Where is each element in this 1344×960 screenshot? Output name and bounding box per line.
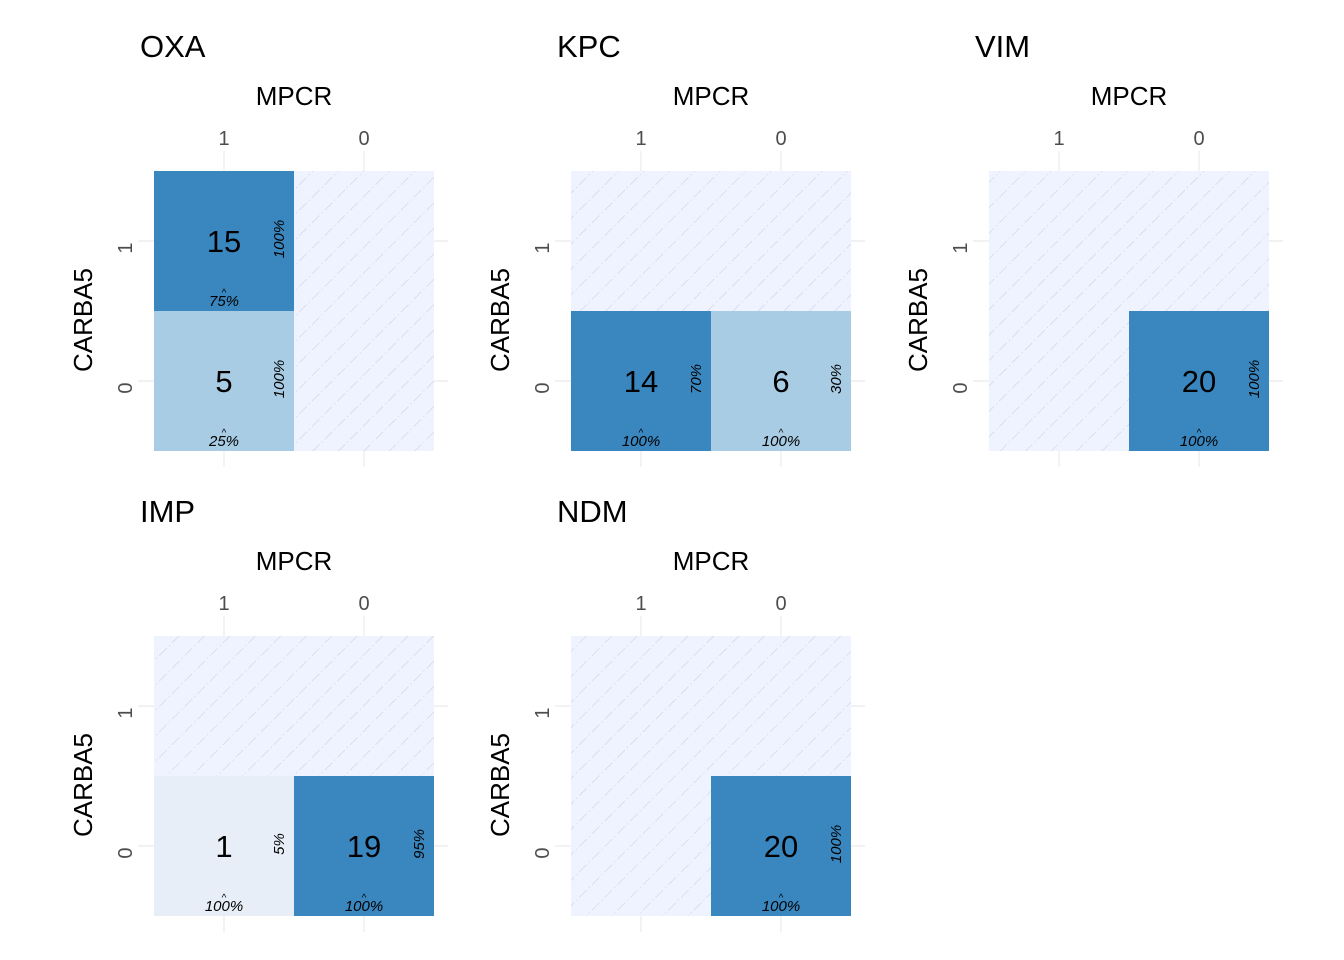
cell-hatch <box>571 776 711 916</box>
x-axis-label: MPCR <box>256 546 333 576</box>
col-arrow-icon: ^ <box>779 428 784 439</box>
panel-title: KPC <box>557 29 621 64</box>
x-tick-label: 0 <box>775 128 786 150</box>
cell-hatch <box>989 311 1129 451</box>
x-tick-label: 1 <box>218 593 229 615</box>
x-axis-label: MPCR <box>1091 81 1168 111</box>
cell <box>711 311 851 451</box>
col-arrow-icon: ^ <box>222 428 227 439</box>
y-axis-label: CARBA5 <box>68 733 98 837</box>
x-tick-label: 0 <box>358 128 369 150</box>
cell-hatch <box>989 171 1129 311</box>
x-axis-label: MPCR <box>256 81 333 111</box>
col-arrow-icon: ^ <box>362 893 367 904</box>
col-percent: 75% <box>209 293 239 310</box>
col-percent: 25% <box>208 433 239 450</box>
cell-count: 20 <box>764 829 798 864</box>
col-percent: 100% <box>762 898 800 915</box>
y-tick-label: 1 <box>532 242 554 253</box>
y-axis-label: CARBA5 <box>903 268 933 372</box>
y-tick-label: 0 <box>115 382 137 393</box>
cell <box>294 776 434 916</box>
x-tick-label: 1 <box>635 128 646 150</box>
col-percent: 100% <box>1180 433 1218 450</box>
y-axis-label: CARBA5 <box>485 733 515 837</box>
y-tick-label: 1 <box>115 242 137 253</box>
col-percent: 100% <box>345 898 383 915</box>
y-axis-label: CARBA5 <box>485 268 515 372</box>
row-percent: 100% <box>828 825 845 863</box>
col-percent: 100% <box>622 433 660 450</box>
col-arrow-icon: ^ <box>222 288 227 299</box>
y-axis-label: CARBA5 <box>68 268 98 372</box>
cell-hatch <box>294 636 434 776</box>
x-tick-label: 0 <box>358 593 369 615</box>
cell-hatch <box>571 636 711 776</box>
row-percent: 100% <box>1246 360 1263 398</box>
cell-count: 19 <box>347 829 381 864</box>
col-percent: 100% <box>762 433 800 450</box>
cell-count: 15 <box>207 224 241 259</box>
cell <box>1129 311 1269 451</box>
y-tick-label: 1 <box>115 707 137 718</box>
cell <box>571 311 711 451</box>
col-percent: 100% <box>205 898 243 915</box>
col-arrow-icon: ^ <box>1197 428 1202 439</box>
row-percent: 5% <box>271 833 288 855</box>
cell-hatch <box>1129 171 1269 311</box>
row-percent: 70% <box>688 364 705 394</box>
panel-title: VIM <box>975 29 1030 64</box>
col-arrow-icon: ^ <box>779 893 784 904</box>
row-percent: 95% <box>411 829 428 859</box>
y-tick-label: 0 <box>532 847 554 858</box>
x-tick-label: 1 <box>1053 128 1064 150</box>
cell-hatch <box>711 636 851 776</box>
col-arrow-icon: ^ <box>639 428 644 439</box>
x-axis-label: MPCR <box>673 546 750 576</box>
cell <box>154 311 294 451</box>
x-tick-label: 1 <box>635 593 646 615</box>
x-tick-label: 1 <box>218 128 229 150</box>
cell-hatch <box>294 311 434 451</box>
y-tick-label: 1 <box>950 242 972 253</box>
row-percent: 30% <box>828 364 845 394</box>
cell-count: 14 <box>624 364 658 399</box>
panel-title: NDM <box>557 494 628 529</box>
cell-count: 1 <box>215 829 232 864</box>
cell-hatch <box>711 171 851 311</box>
cell <box>711 776 851 916</box>
panel-title: IMP <box>140 494 195 529</box>
y-tick-label: 0 <box>532 382 554 393</box>
row-percent: 100% <box>271 360 288 398</box>
y-tick-label: 0 <box>950 382 972 393</box>
cell-count: 5 <box>215 364 232 399</box>
panel-title: OXA <box>140 29 206 64</box>
y-tick-label: 0 <box>115 847 137 858</box>
cell <box>154 171 294 311</box>
cell-hatch <box>571 171 711 311</box>
cell-count: 20 <box>1182 364 1216 399</box>
x-tick-label: 0 <box>1193 128 1204 150</box>
row-percent: 100% <box>271 220 288 258</box>
cell-hatch <box>294 171 434 311</box>
x-tick-label: 0 <box>775 593 786 615</box>
col-arrow-icon: ^ <box>222 893 227 904</box>
cell-count: 6 <box>772 364 789 399</box>
x-axis-label: MPCR <box>673 81 750 111</box>
cell <box>154 776 294 916</box>
y-tick-label: 1 <box>532 707 554 718</box>
cell-hatch <box>154 636 294 776</box>
